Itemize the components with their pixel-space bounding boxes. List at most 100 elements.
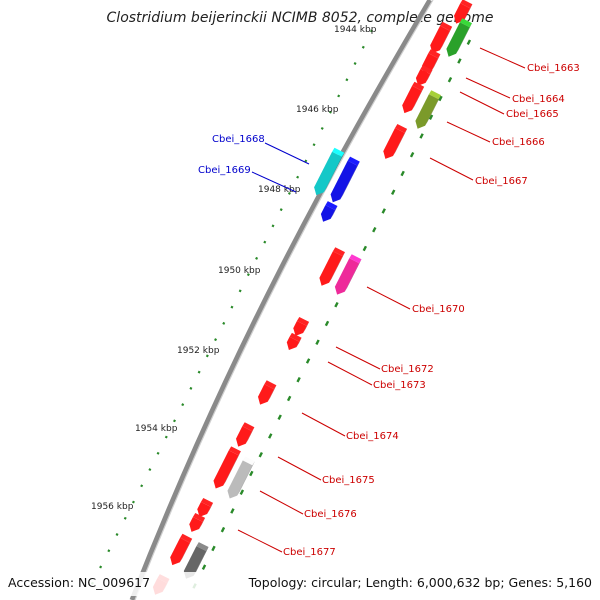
gene-block-top [440, 21, 453, 31]
gene-block-side [425, 95, 441, 126]
gene-block[interactable] [293, 321, 307, 336]
tick-label: 1952 kbp [177, 346, 220, 356]
gene-block-top [242, 422, 255, 432]
tick-label: 1950 kbp [218, 266, 261, 276]
footer-background [0, 572, 600, 596]
gene-block[interactable] [227, 460, 253, 499]
gene-block-top [325, 201, 338, 210]
gene-label-cbei-1675[interactable]: Cbei_1675 [322, 475, 375, 486]
leader-line [327, 361, 373, 386]
gene-block-side [207, 502, 214, 514]
gene-block-side [425, 70, 433, 83]
gene-block[interactable] [189, 517, 203, 532]
gene-label-cbei-1672[interactable]: Cbei_1672 [381, 364, 434, 375]
tick-label: 1946 kbp [296, 105, 339, 115]
gene-label-cbei-1673[interactable]: Cbei_1673 [373, 380, 426, 391]
gene-block-top [420, 65, 433, 74]
leader-line [259, 490, 304, 515]
gene-block-side [199, 517, 206, 529]
gene-labels: Cbei_1663 Cbei_1664 Cbei_1665 Cbei_1666 … [198, 63, 580, 558]
leader-line [335, 346, 381, 370]
gene-block[interactable] [258, 384, 274, 405]
leader-line [446, 121, 491, 143]
gene-block[interactable] [334, 258, 360, 295]
gene-label-cbei-1666[interactable]: Cbei_1666 [492, 137, 545, 148]
tick-label: 1954 kbp [135, 424, 178, 434]
gene-label-cbei-1669[interactable]: Cbei_1669 [198, 165, 251, 176]
gene-label-cbei-1676[interactable]: Cbei_1676 [304, 509, 357, 520]
gene-label-cbei-1667[interactable]: Cbei_1667 [475, 176, 528, 187]
gene-block-top [412, 81, 425, 91]
gene-block[interactable] [415, 94, 439, 129]
gene-block[interactable] [213, 450, 239, 489]
kbp-ticks: 1944 kbp 1946 kbp 1948 kbp 1950 kbp 1952… [91, 25, 377, 512]
gene-block[interactable] [454, 3, 470, 24]
leader-line [301, 412, 346, 437]
gene-block-top [347, 156, 360, 166]
gene-block-side [456, 23, 472, 54]
label-leaders [237, 47, 526, 553]
topology-text: Topology: circular; Length: 6,000,632 bp… [248, 575, 592, 590]
gene-block-side [179, 538, 193, 563]
gene-block-top [332, 147, 345, 157]
leader-line [465, 77, 511, 99]
gene-block-top [192, 513, 206, 522]
leader-line [459, 91, 505, 115]
gene-block-side [323, 152, 345, 193]
gene-label-cbei-1665[interactable]: Cbei_1665 [506, 109, 559, 120]
gene-label-cbei-1668[interactable]: Cbei_1668 [212, 134, 265, 145]
gene-block-top [200, 498, 214, 507]
gene-block-side [330, 206, 338, 219]
gene-label-cbei-1674[interactable]: Cbei_1674 [346, 431, 399, 442]
gene-features [152, 0, 473, 595]
gene-block[interactable] [446, 22, 470, 57]
gene-block[interactable] [319, 251, 343, 286]
gene-block[interactable] [330, 160, 358, 203]
leader-line [251, 171, 297, 193]
gene-block-side [393, 128, 408, 156]
gene-block[interactable] [286, 336, 300, 350]
tick-label: 1944 kbp [334, 25, 377, 35]
gene-block[interactable] [197, 502, 211, 517]
gene-block-top [180, 533, 193, 543]
gene-block-side [237, 461, 255, 496]
leader-line [429, 157, 474, 181]
gene-block-top [264, 380, 277, 390]
gene-label-cbei-1670[interactable]: Cbei_1670 [412, 304, 465, 315]
leader-line [237, 529, 283, 553]
gene-block-side [296, 337, 302, 348]
gene-block-top [332, 247, 345, 257]
gene-label-cbei-1677[interactable]: Cbei_1677 [283, 547, 336, 558]
gene-block[interactable] [314, 151, 342, 196]
gene-label-cbei-1663[interactable]: Cbei_1663 [527, 63, 580, 74]
gene-block-side [245, 427, 255, 444]
gene-block-top [196, 542, 209, 551]
gene-block-side [431, 54, 441, 71]
gene-block-side [329, 252, 345, 283]
gene-block-side [411, 86, 425, 111]
gene-block-top [460, 0, 473, 9]
map-title: Clostridium beijerinckii NCIMB 8052, com… [107, 10, 494, 26]
gene-block-side [439, 26, 453, 51]
gene-block-side [463, 4, 473, 21]
gene-block-top [395, 124, 408, 133]
gene-block-top [349, 254, 362, 264]
gene-block[interactable] [170, 537, 190, 566]
tick-label: 1948 kbp [258, 185, 301, 195]
gene-block[interactable] [320, 205, 336, 222]
genome-backbone [129, 0, 433, 600]
gene-block[interactable] [430, 25, 450, 54]
gene-block[interactable] [402, 85, 422, 114]
gene-block[interactable] [183, 546, 207, 579]
gene-block-top [242, 456, 255, 466]
gene-block[interactable] [236, 426, 252, 447]
gene-block-top [228, 446, 241, 456]
gene-block-side [267, 385, 277, 402]
gene-block-top [289, 332, 302, 342]
gene-block[interactable] [383, 128, 405, 159]
gene-block-top [428, 49, 441, 59]
gene-block-side [340, 161, 360, 200]
gene-label-cbei-1664[interactable]: Cbei_1664 [512, 94, 565, 105]
gene-block-side [223, 451, 241, 486]
gene-block[interactable] [415, 69, 431, 86]
